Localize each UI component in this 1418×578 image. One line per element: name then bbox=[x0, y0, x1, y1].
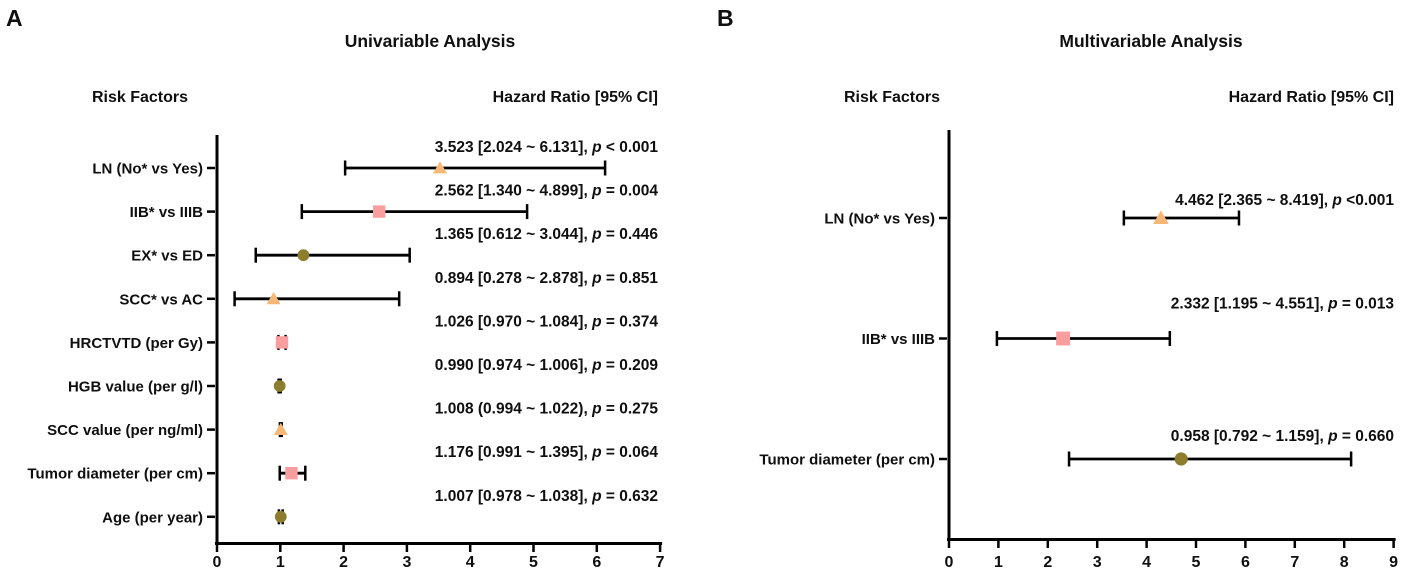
x-tick-label: 8 bbox=[1340, 554, 1349, 571]
square-marker bbox=[285, 467, 298, 480]
row-label: LN (No* vs Yes) bbox=[824, 211, 935, 228]
hr-annotation: 0.958 [0.792 ~ 1.159], p = 0.660 bbox=[1171, 428, 1394, 445]
multivariable-forest-plot: B Multivariable Analysis Risk Factors Ha… bbox=[717, 5, 1398, 571]
x-tick-label: 6 bbox=[1241, 554, 1250, 571]
hr-annotation: 4.462 [2.365 ~ 8.419], p <0.001 bbox=[1175, 192, 1394, 209]
square-marker bbox=[372, 205, 386, 218]
x-tick-label: 5 bbox=[1192, 554, 1201, 571]
panel-title: Multivariable Analysis bbox=[1059, 31, 1242, 51]
panel-multivariable: B Multivariable Analysis Risk Factors Ha… bbox=[709, 0, 1418, 578]
triangle-marker bbox=[433, 161, 448, 174]
plot-area: 0 1 2 3 4 5 6 7 LN (No* vs Yes) 3.523 [2.024 ~ 6.… bbox=[27, 135, 665, 571]
row-label: HRCTVTD (per Gy) bbox=[70, 335, 203, 352]
row-label: Tumor diameter (per cm) bbox=[759, 452, 935, 469]
circle-marker bbox=[274, 510, 287, 523]
x-tick-label: 7 bbox=[656, 554, 665, 571]
row-label: EX* vs ED bbox=[131, 248, 203, 265]
univariable-forest-plot: A Univariable Analysis Risk Factors Haza… bbox=[6, 5, 665, 571]
x-tick-label: 9 bbox=[1389, 554, 1398, 571]
circle-marker bbox=[273, 380, 286, 392]
hr-annotation: 2.332 [1.195 ~ 4.551], p = 0.013 bbox=[1171, 296, 1395, 313]
hr-annotation: 1.176 [0.991 ~ 1.395], p = 0.064 bbox=[435, 444, 659, 461]
x-tick-label: 6 bbox=[592, 554, 601, 571]
square-marker bbox=[1056, 331, 1071, 346]
triangle-marker bbox=[1153, 210, 1169, 225]
x-tick-label: 0 bbox=[945, 554, 954, 571]
hr-annotation: 2.562 [1.340 ~ 4.899], p = 0.004 bbox=[435, 183, 659, 200]
hr-annotation: 1.026 [0.970 ~ 1.084], p = 0.374 bbox=[435, 313, 659, 330]
hr-annotation: 0.894 [0.278 ~ 2.878], p = 0.851 bbox=[435, 270, 659, 287]
triangle-marker bbox=[266, 292, 281, 305]
triangle-marker bbox=[273, 422, 288, 435]
x-tick-label: 2 bbox=[339, 554, 348, 571]
circle-marker bbox=[297, 249, 310, 262]
hr-annotation: 1.007 [0.978 ~ 1.038], p = 0.632 bbox=[435, 488, 658, 505]
hr-annotation: 0.990 [0.974 ~ 1.006], p = 0.209 bbox=[435, 357, 659, 374]
x-tick-label: 1 bbox=[994, 554, 1003, 571]
risk-factors-header: Risk Factors bbox=[844, 89, 940, 106]
hr-annotation: 1.365 [0.612 ~ 3.044], p = 0.446 bbox=[435, 226, 659, 243]
x-tick-label: 3 bbox=[1093, 554, 1102, 571]
x-tick-label: 3 bbox=[402, 554, 411, 571]
panel-title: Univariable Analysis bbox=[345, 31, 516, 51]
square-marker bbox=[275, 336, 289, 349]
row-label: SCC* vs AC bbox=[119, 291, 203, 308]
row-label: HGB value (per g/l) bbox=[68, 379, 203, 396]
row-label: LN (No* vs Yes) bbox=[92, 161, 203, 178]
row-label: SCC value (per ng/ml) bbox=[47, 422, 203, 439]
row-label: IIB* vs IIIB bbox=[130, 204, 204, 221]
x-tick-label: 4 bbox=[466, 554, 475, 571]
x-tick-label: 0 bbox=[213, 554, 222, 571]
row-label: Age (per year) bbox=[102, 509, 203, 526]
panel-label: A bbox=[6, 5, 23, 31]
hazard-ratio-header: Hazard Ratio [95% CI] bbox=[1229, 89, 1394, 106]
hazard-ratio-header: Hazard Ratio [95% CI] bbox=[493, 89, 658, 106]
x-tick-label: 5 bbox=[529, 554, 538, 571]
hr-annotation: 3.523 [2.024 ~ 6.131], p < 0.001 bbox=[435, 139, 659, 156]
circle-marker bbox=[1174, 452, 1188, 466]
x-tick-label: 1 bbox=[276, 554, 285, 571]
row-label: IIB* vs IIIB bbox=[862, 331, 936, 348]
x-tick-label: 7 bbox=[1290, 554, 1299, 571]
risk-factors-header: Risk Factors bbox=[92, 89, 188, 106]
plot-area: 0 1 2 3 4 5 6 7 8 9 LN (No* vs Yes) 4.462 [2.365 ~ … bbox=[759, 130, 1398, 571]
panel-label: B bbox=[717, 5, 734, 31]
x-tick-label: 2 bbox=[1043, 554, 1052, 571]
x-tick-label: 4 bbox=[1142, 554, 1151, 571]
panel-univariable: A Univariable Analysis Risk Factors Haza… bbox=[6, 5, 665, 571]
row-label: Tumor diameter (per cm) bbox=[27, 466, 203, 483]
hr-annotation: 1.008 (0.994 ~ 1.022), p = 0.275 bbox=[435, 401, 659, 418]
